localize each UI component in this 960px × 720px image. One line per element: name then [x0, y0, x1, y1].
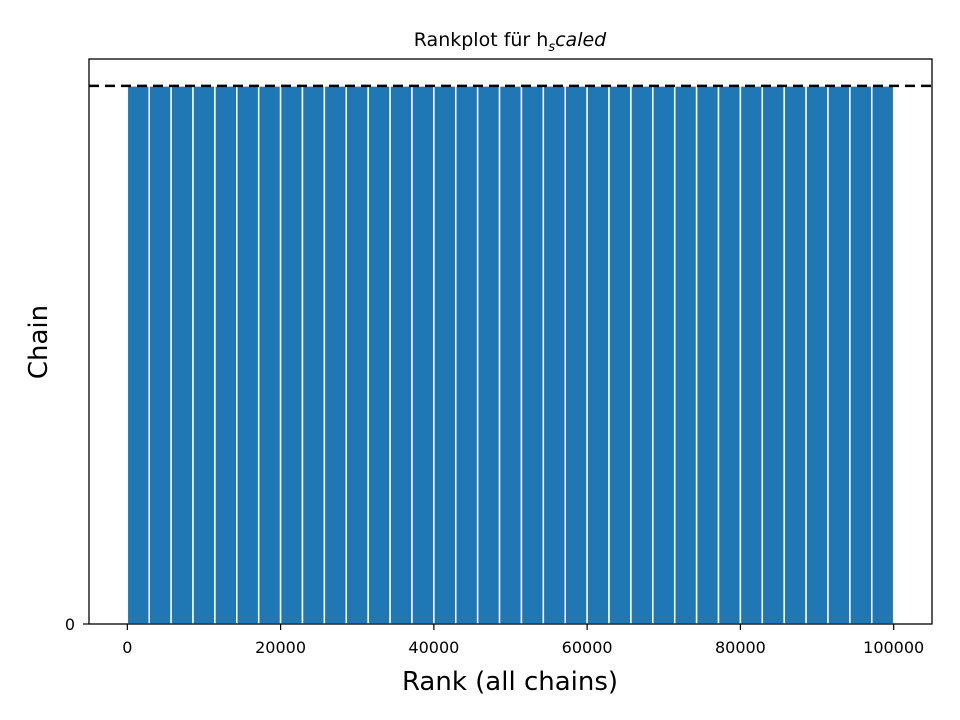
rank-bar	[257, 85, 282, 625]
rank-bar	[301, 85, 326, 625]
rank-bar	[476, 85, 501, 625]
y-tick-label: 0	[65, 615, 75, 634]
rank-bar	[498, 85, 523, 625]
plot-frame	[88, 58, 933, 625]
bars-group	[126, 85, 895, 625]
rank-bar	[805, 85, 829, 625]
x-tick-label: 40000	[408, 638, 459, 657]
rank-bar	[214, 85, 238, 625]
rank-bar	[433, 85, 457, 625]
rank-bar	[717, 85, 742, 625]
y-ticks: 0	[65, 615, 89, 634]
rank-bar	[630, 85, 654, 625]
rank-bar	[761, 85, 785, 625]
rank-bar	[236, 85, 260, 625]
rank-bar	[367, 85, 391, 625]
rank-bar	[148, 85, 172, 625]
rank-bar	[608, 85, 632, 625]
rank-bar	[411, 85, 435, 625]
chart-title-suffix: caled	[555, 29, 607, 51]
x-tick-label: 0	[122, 638, 132, 657]
rank-bar	[323, 85, 348, 625]
rank-bar	[739, 85, 764, 625]
rank-bar	[564, 85, 588, 625]
rank-bar	[192, 85, 216, 625]
rank-bar	[586, 85, 610, 625]
x-tick-label: 20000	[255, 638, 306, 657]
rank-bar	[871, 85, 895, 625]
rank-bar	[783, 85, 807, 625]
rank-bar	[652, 85, 676, 625]
rank-bar	[126, 85, 150, 625]
chart-title: Rankplot für hscaled	[414, 29, 607, 55]
y-axis-label: Chain	[24, 305, 54, 379]
x-tick-label: 60000	[562, 638, 613, 657]
rank-bar	[389, 85, 413, 625]
rank-bar	[170, 85, 194, 625]
rank-bar	[827, 85, 851, 625]
rank-bar	[849, 85, 873, 625]
chart-title-main: Rankplot für h	[414, 29, 549, 51]
rank-bar	[695, 85, 720, 625]
rank-bar	[520, 85, 545, 625]
x-tick-label: 100000	[863, 638, 924, 657]
rank-bar	[279, 85, 304, 625]
rank-bar	[455, 85, 479, 625]
chart-title-subscript: s	[548, 40, 555, 55]
rank-bar	[542, 85, 566, 625]
x-ticks: 0 20000 40000 60000 80000 100000	[122, 624, 924, 657]
x-tick-label: 80000	[715, 638, 766, 657]
x-axis-label: Rank (all chains)	[402, 667, 618, 697]
rank-bar	[673, 85, 698, 625]
rank-bar	[345, 85, 369, 625]
